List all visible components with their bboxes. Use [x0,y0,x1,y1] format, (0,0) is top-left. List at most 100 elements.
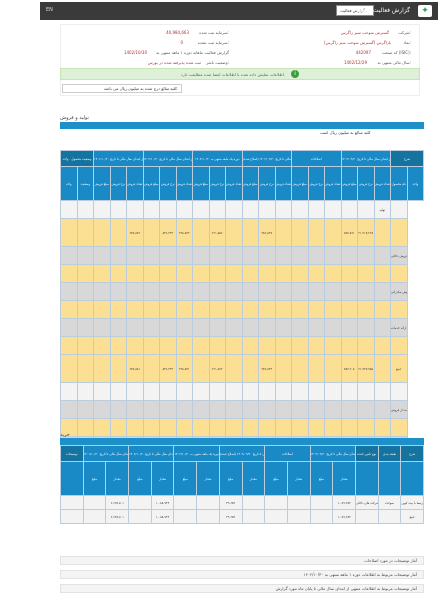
table-cell [109,264,127,283]
table-cell [286,509,311,524]
table-cell [93,282,111,301]
currency-note: کلیه مبالغ درج شده به میلیون ریال می باش… [62,84,182,93]
table-cell [225,200,243,219]
table-cell [225,418,243,437]
report-period-label: گزارش فعالیت ماهانه دوره ۱ ماهه منتهی به [156,50,229,55]
col-ytd-base: از ابتدای سال مالی تا تاریخ ۱۴۰۲/۰۹/۳۰ [340,150,391,167]
table-cell [109,246,127,265]
table-cell: سوخت [377,495,402,510]
table-cell [340,282,358,301]
table-cell [208,400,226,419]
table-cell: ۲۱,۳۲۷,۷۵۵ [357,354,375,383]
table-cell [373,318,391,337]
production-row: فروش صادراتی [60,282,424,301]
table-cell [109,218,127,247]
col-status-unit: وضعیت محصول - واحد [60,150,94,167]
table-cell [340,264,358,283]
year-end-label: سال مالی منتهی به: [377,60,411,65]
table-cell [357,282,375,301]
table-cell [93,264,111,283]
table-cell [307,282,325,301]
info-icon: i [291,70,300,78]
table-cell [192,318,210,337]
table-cell: جمع [390,354,408,383]
table-cell [340,336,358,355]
table-cell: ۲۸۲,۸۳۳ [258,354,276,383]
table-cell: درآمد ارائه خدمات [390,318,408,337]
table-cell [373,282,391,301]
table-cell [258,418,276,437]
table-cell [60,354,78,383]
table-cell [241,382,259,401]
language-toggle[interactable]: EN [46,7,53,13]
table-cell [291,218,309,247]
table-cell [60,264,78,283]
col-category: طبقه بندی [377,445,402,462]
table-cell [390,300,408,319]
table-cell [126,264,144,283]
table-cell [274,218,292,247]
table-cell [175,282,193,301]
table-cell [159,336,177,355]
table-cell [324,354,342,383]
table-cell: ۲۸۲,۸۲۷ [258,218,276,247]
table-cell [225,336,243,355]
table-cell [93,318,111,337]
table-cell [126,246,144,265]
table-cell: ۴۹,۶۵۴ [218,495,243,510]
table-cell [76,318,94,337]
table-cell [241,509,266,524]
table-cell: ۸۷۷,۸۹۱ [340,218,358,247]
table-cell: ۸۴۶,۳۳۹ [159,218,177,247]
table-cell: جمع [400,509,424,524]
col-comments: توضیحات [60,445,84,462]
table-cell [258,400,276,419]
production-section-bar [60,122,424,129]
table-cell [128,509,152,524]
table-cell [159,282,177,301]
table-cell [274,264,292,283]
table-cell [126,282,144,301]
table-cell: برگشت از فروش [390,400,408,419]
report-type-select[interactable]: گزارش فعالیت ... [336,5,374,16]
col-pur-month: دوره یک ماهه منتهی به ۱۴۰۲/۱۰/۳۰ [173,445,220,462]
table-cell [373,300,391,319]
table-cell [241,400,259,419]
table-cell: فروش داخلی [390,246,408,265]
col-description: شرح [390,150,424,167]
table-cell [93,336,111,355]
table-cell [390,264,408,283]
table-cell [357,246,375,265]
table-cell [159,318,177,337]
table-cell [377,509,402,524]
table-cell [93,354,111,383]
table-cell [192,382,210,401]
top-bar: EN گزارش فعالیت ... گزارش فعالیت ماهانه … [40,2,438,20]
table-cell [258,336,276,355]
col-month: دوره یک ماهه منتهی به ۱۴۰۲/۱۰/۳۰ [192,150,243,167]
col-pur-description: شرح [400,445,424,462]
col-supplier-type: نوع تامین کننده [354,445,379,462]
isic-value: 442097 [355,50,371,55]
table-cell [241,318,259,337]
col-ytd-prev: از ابتدای سال مالی تا تاریخ ۱۴۰۱/۱۰/۳۰ [93,150,144,167]
table-cell [192,264,210,283]
table-cell [225,218,243,247]
table-cell [258,282,276,301]
table-cell [60,495,84,510]
table-cell [324,336,342,355]
table-cell [390,418,408,437]
production-unit-note: کلیه مبالغ به میلیون ریال است [320,130,371,135]
table-cell [291,300,309,319]
table-cell: فروش صادراتی [390,282,408,301]
production-row: تولید [60,200,424,219]
table-cell [291,418,309,437]
table-cell: ۶۷۷,۸۷۶ [126,218,144,247]
table-cell [307,300,325,319]
table-cell: ۱,۰۵۹,۲۸۳ [332,509,356,524]
table-cell: ۴۹,۶۵۴ [218,509,243,524]
table-cell: ۳۱۱,۵۵۶ [208,218,226,247]
table-cell [142,200,160,219]
table-cell [390,200,408,219]
capital-label: سرمایه ثبت شده: [199,30,229,35]
